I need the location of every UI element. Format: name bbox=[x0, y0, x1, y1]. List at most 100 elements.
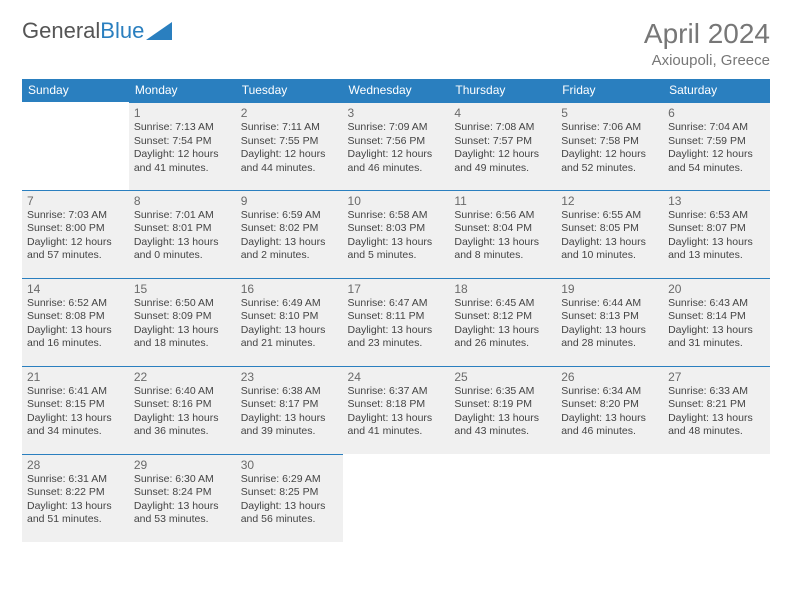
day-number: 17 bbox=[343, 279, 450, 297]
month-title: April 2024 bbox=[644, 18, 770, 50]
day-number: 1 bbox=[129, 103, 236, 121]
sunset-text: Sunset: 8:00 PM bbox=[27, 222, 124, 236]
daylight-text-2: and 18 minutes. bbox=[134, 337, 231, 351]
day-detail: Sunrise: 7:08 AMSunset: 7:57 PMDaylight:… bbox=[449, 121, 556, 180]
calendar-cell: 26Sunrise: 6:34 AMSunset: 8:20 PMDayligh… bbox=[556, 366, 663, 454]
weekday-header: Monday bbox=[129, 79, 236, 102]
day-number: 13 bbox=[663, 191, 770, 209]
day-number: 8 bbox=[129, 191, 236, 209]
sunrise-text: Sunrise: 6:43 AM bbox=[668, 297, 765, 311]
day-number: 5 bbox=[556, 103, 663, 121]
logo: GeneralBlue bbox=[22, 18, 172, 44]
day-number: 30 bbox=[236, 455, 343, 473]
sunset-text: Sunset: 8:16 PM bbox=[134, 398, 231, 412]
sunrise-text: Sunrise: 6:55 AM bbox=[561, 209, 658, 223]
day-detail: Sunrise: 6:55 AMSunset: 8:05 PMDaylight:… bbox=[556, 209, 663, 268]
calendar-cell: 18Sunrise: 6:45 AMSunset: 8:12 PMDayligh… bbox=[449, 278, 556, 366]
sunset-text: Sunset: 8:20 PM bbox=[561, 398, 658, 412]
daylight-text-2: and 49 minutes. bbox=[454, 162, 551, 176]
daylight-text-1: Daylight: 13 hours bbox=[454, 324, 551, 338]
calendar-cell: 27Sunrise: 6:33 AMSunset: 8:21 PMDayligh… bbox=[663, 366, 770, 454]
sunset-text: Sunset: 8:03 PM bbox=[348, 222, 445, 236]
daylight-text-1: Daylight: 13 hours bbox=[134, 500, 231, 514]
day-number: 11 bbox=[449, 191, 556, 209]
sunset-text: Sunset: 8:07 PM bbox=[668, 222, 765, 236]
day-cell: 10Sunrise: 6:58 AMSunset: 8:03 PMDayligh… bbox=[343, 190, 450, 278]
day-cell: 28Sunrise: 6:31 AMSunset: 8:22 PMDayligh… bbox=[22, 454, 129, 542]
day-cell: 13Sunrise: 6:53 AMSunset: 8:07 PMDayligh… bbox=[663, 190, 770, 278]
sunset-text: Sunset: 8:08 PM bbox=[27, 310, 124, 324]
calendar-cell bbox=[556, 454, 663, 542]
daylight-text-1: Daylight: 13 hours bbox=[241, 324, 338, 338]
sunrise-text: Sunrise: 6:56 AM bbox=[454, 209, 551, 223]
day-detail: Sunrise: 7:11 AMSunset: 7:55 PMDaylight:… bbox=[236, 121, 343, 180]
day-cell: 29Sunrise: 6:30 AMSunset: 8:24 PMDayligh… bbox=[129, 454, 236, 542]
day-detail: Sunrise: 6:45 AMSunset: 8:12 PMDaylight:… bbox=[449, 297, 556, 356]
calendar-week-row: 28Sunrise: 6:31 AMSunset: 8:22 PMDayligh… bbox=[22, 454, 770, 542]
daylight-text-2: and 36 minutes. bbox=[134, 425, 231, 439]
calendar-cell: 10Sunrise: 6:58 AMSunset: 8:03 PMDayligh… bbox=[343, 190, 450, 278]
day-cell: 12Sunrise: 6:55 AMSunset: 8:05 PMDayligh… bbox=[556, 190, 663, 278]
day-detail: Sunrise: 6:37 AMSunset: 8:18 PMDaylight:… bbox=[343, 385, 450, 444]
calendar-cell: 11Sunrise: 6:56 AMSunset: 8:04 PMDayligh… bbox=[449, 190, 556, 278]
calendar-cell: 17Sunrise: 6:47 AMSunset: 8:11 PMDayligh… bbox=[343, 278, 450, 366]
day-cell: 23Sunrise: 6:38 AMSunset: 8:17 PMDayligh… bbox=[236, 366, 343, 454]
daylight-text-1: Daylight: 13 hours bbox=[668, 412, 765, 426]
daylight-text-1: Daylight: 13 hours bbox=[348, 412, 445, 426]
day-cell: 6Sunrise: 7:04 AMSunset: 7:59 PMDaylight… bbox=[663, 102, 770, 190]
day-detail: Sunrise: 6:58 AMSunset: 8:03 PMDaylight:… bbox=[343, 209, 450, 268]
calendar-cell: 14Sunrise: 6:52 AMSunset: 8:08 PMDayligh… bbox=[22, 278, 129, 366]
daylight-text-2: and 28 minutes. bbox=[561, 337, 658, 351]
daylight-text-1: Daylight: 13 hours bbox=[134, 412, 231, 426]
daylight-text-1: Daylight: 12 hours bbox=[241, 148, 338, 162]
header: GeneralBlue April 2024 Axioupoli, Greece bbox=[22, 18, 770, 69]
weekday-header: Sunday bbox=[22, 79, 129, 102]
day-number: 18 bbox=[449, 279, 556, 297]
sunrise-text: Sunrise: 6:37 AM bbox=[348, 385, 445, 399]
sunset-text: Sunset: 8:14 PM bbox=[668, 310, 765, 324]
calendar-cell: 9Sunrise: 6:59 AMSunset: 8:02 PMDaylight… bbox=[236, 190, 343, 278]
calendar-cell: 7Sunrise: 7:03 AMSunset: 8:00 PMDaylight… bbox=[22, 190, 129, 278]
sunrise-text: Sunrise: 6:35 AM bbox=[454, 385, 551, 399]
calendar-cell: 16Sunrise: 6:49 AMSunset: 8:10 PMDayligh… bbox=[236, 278, 343, 366]
sunrise-text: Sunrise: 6:30 AM bbox=[134, 473, 231, 487]
daylight-text-2: and 44 minutes. bbox=[241, 162, 338, 176]
day-detail: Sunrise: 7:01 AMSunset: 8:01 PMDaylight:… bbox=[129, 209, 236, 268]
calendar-cell: 12Sunrise: 6:55 AMSunset: 8:05 PMDayligh… bbox=[556, 190, 663, 278]
sunrise-text: Sunrise: 7:06 AM bbox=[561, 121, 658, 135]
sunset-text: Sunset: 8:15 PM bbox=[27, 398, 124, 412]
calendar-cell: 3Sunrise: 7:09 AMSunset: 7:56 PMDaylight… bbox=[343, 102, 450, 190]
day-detail: Sunrise: 6:52 AMSunset: 8:08 PMDaylight:… bbox=[22, 297, 129, 356]
sunset-text: Sunset: 7:55 PM bbox=[241, 135, 338, 149]
empty-cell bbox=[556, 454, 663, 542]
day-cell: 14Sunrise: 6:52 AMSunset: 8:08 PMDayligh… bbox=[22, 278, 129, 366]
day-detail: Sunrise: 7:03 AMSunset: 8:00 PMDaylight:… bbox=[22, 209, 129, 268]
calendar-cell: 21Sunrise: 6:41 AMSunset: 8:15 PMDayligh… bbox=[22, 366, 129, 454]
sunrise-text: Sunrise: 6:38 AM bbox=[241, 385, 338, 399]
empty-cell bbox=[22, 102, 129, 190]
daylight-text-2: and 2 minutes. bbox=[241, 249, 338, 263]
calendar-cell: 15Sunrise: 6:50 AMSunset: 8:09 PMDayligh… bbox=[129, 278, 236, 366]
day-number: 27 bbox=[663, 367, 770, 385]
calendar-cell: 19Sunrise: 6:44 AMSunset: 8:13 PMDayligh… bbox=[556, 278, 663, 366]
sunset-text: Sunset: 8:09 PM bbox=[134, 310, 231, 324]
daylight-text-2: and 23 minutes. bbox=[348, 337, 445, 351]
daylight-text-1: Daylight: 13 hours bbox=[668, 324, 765, 338]
daylight-text-1: Daylight: 13 hours bbox=[27, 324, 124, 338]
day-number: 15 bbox=[129, 279, 236, 297]
sunset-text: Sunset: 8:11 PM bbox=[348, 310, 445, 324]
sunrise-text: Sunrise: 7:09 AM bbox=[348, 121, 445, 135]
sunset-text: Sunset: 8:21 PM bbox=[668, 398, 765, 412]
daylight-text-2: and 13 minutes. bbox=[668, 249, 765, 263]
daylight-text-1: Daylight: 12 hours bbox=[454, 148, 551, 162]
sunset-text: Sunset: 8:12 PM bbox=[454, 310, 551, 324]
daylight-text-1: Daylight: 12 hours bbox=[27, 236, 124, 250]
sunrise-text: Sunrise: 6:49 AM bbox=[241, 297, 338, 311]
daylight-text-1: Daylight: 13 hours bbox=[134, 236, 231, 250]
empty-cell bbox=[449, 454, 556, 542]
logo-text-2: Blue bbox=[100, 18, 144, 44]
calendar-cell: 20Sunrise: 6:43 AMSunset: 8:14 PMDayligh… bbox=[663, 278, 770, 366]
day-number: 12 bbox=[556, 191, 663, 209]
weekday-header: Friday bbox=[556, 79, 663, 102]
day-number: 10 bbox=[343, 191, 450, 209]
